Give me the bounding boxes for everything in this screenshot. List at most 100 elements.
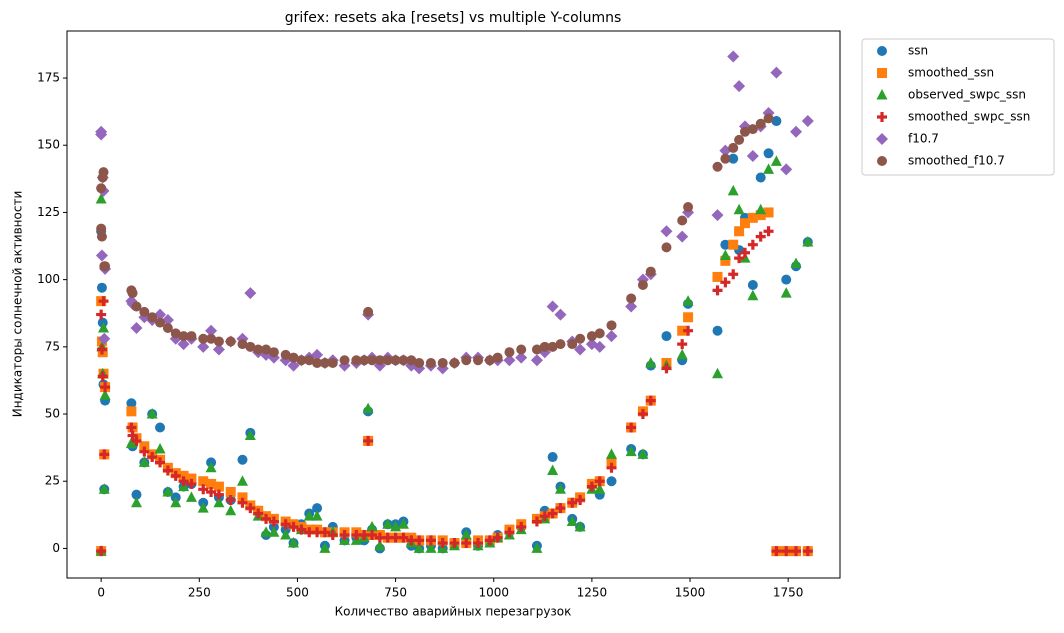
- x-axis-label: Количество аварийных перезагрузок: [335, 605, 572, 619]
- legend-label: ssn: [908, 44, 928, 58]
- data-point: [296, 355, 307, 366]
- data-point: [206, 486, 217, 497]
- data-point: [374, 539, 386, 551]
- y-tick-label: 175: [37, 71, 60, 85]
- data-point: [425, 542, 437, 553]
- data-point: [206, 478, 217, 489]
- legend-marker: [877, 68, 887, 78]
- x-tick-label: 1500: [675, 586, 706, 600]
- data-point: [99, 389, 111, 400]
- data-point: [280, 528, 292, 540]
- data-point: [555, 503, 566, 514]
- data-point: [131, 489, 142, 500]
- data-point: [739, 218, 750, 229]
- data-point: [96, 183, 107, 194]
- data-point: [677, 325, 688, 336]
- data-point: [212, 343, 225, 356]
- legend-label: observed_swpc_ssn: [908, 88, 1026, 102]
- data-point: [755, 172, 766, 183]
- data-point: [606, 476, 617, 487]
- data-point: [625, 300, 638, 313]
- data-point: [197, 340, 210, 353]
- data-point: [244, 287, 257, 300]
- data-point: [449, 538, 460, 549]
- data-point: [492, 352, 503, 363]
- data-point: [162, 485, 174, 497]
- y-tick-label: 25: [45, 474, 60, 488]
- data-point: [139, 446, 150, 457]
- data-point: [351, 355, 362, 366]
- data-point: [660, 225, 673, 238]
- data-point: [139, 306, 150, 317]
- data-point: [637, 409, 648, 420]
- data-point: [547, 452, 558, 463]
- data-point: [516, 521, 527, 532]
- data-point: [755, 231, 766, 242]
- data-point: [677, 215, 688, 226]
- data-point: [733, 80, 746, 93]
- data-point: [728, 153, 739, 164]
- data-point: [96, 344, 107, 355]
- data-point: [755, 210, 766, 221]
- data-point: [374, 355, 385, 366]
- data-point: [780, 163, 793, 176]
- data-point: [781, 546, 792, 557]
- data-point: [626, 422, 637, 433]
- data-point: [155, 457, 166, 468]
- data-point: [747, 289, 759, 301]
- y-tick-label: 50: [45, 407, 60, 421]
- data-point: [178, 470, 189, 481]
- data-point: [755, 203, 767, 215]
- data-point: [461, 538, 472, 549]
- data-point: [327, 357, 338, 368]
- data-point: [178, 476, 189, 487]
- data-point: [225, 495, 236, 506]
- data-point: [770, 66, 783, 79]
- data-point: [311, 510, 323, 521]
- data-point: [734, 226, 745, 237]
- data-point: [288, 352, 299, 363]
- data-point: [245, 341, 256, 352]
- data-point: [170, 496, 182, 508]
- data-point: [566, 515, 578, 527]
- data-point: [225, 504, 237, 516]
- data-point: [311, 348, 324, 361]
- data-point: [162, 465, 173, 476]
- data-point: [625, 445, 637, 457]
- data-point: [682, 295, 694, 306]
- data-point: [146, 408, 158, 419]
- data-point: [734, 253, 745, 264]
- data-point: [763, 226, 774, 237]
- data-point: [225, 486, 236, 497]
- data-point: [720, 277, 731, 288]
- data-point: [554, 308, 567, 321]
- data-point: [763, 207, 774, 218]
- data-point: [802, 546, 813, 557]
- data-point: [712, 367, 724, 379]
- data-point: [261, 513, 272, 524]
- data-point: [213, 496, 225, 508]
- data-point: [683, 202, 694, 213]
- data-point: [147, 452, 158, 463]
- data-point: [594, 476, 605, 487]
- data-point: [296, 524, 307, 535]
- x-tick-label: 0: [97, 586, 105, 600]
- data-point: [661, 331, 672, 342]
- data-point: [237, 497, 248, 508]
- data-point: [515, 351, 528, 364]
- data-point: [367, 529, 378, 540]
- data-point: [98, 167, 109, 178]
- data-point: [626, 293, 637, 304]
- data-point: [339, 529, 350, 540]
- data-point: [186, 473, 197, 484]
- data-point: [554, 483, 566, 494]
- y-tick-label: 0: [52, 541, 60, 555]
- data-point: [197, 502, 209, 513]
- data-point: [504, 527, 515, 538]
- data-point: [268, 516, 279, 527]
- data-point: [755, 118, 766, 129]
- data-point: [319, 527, 330, 538]
- data-point: [280, 349, 291, 360]
- data-point: [460, 528, 472, 540]
